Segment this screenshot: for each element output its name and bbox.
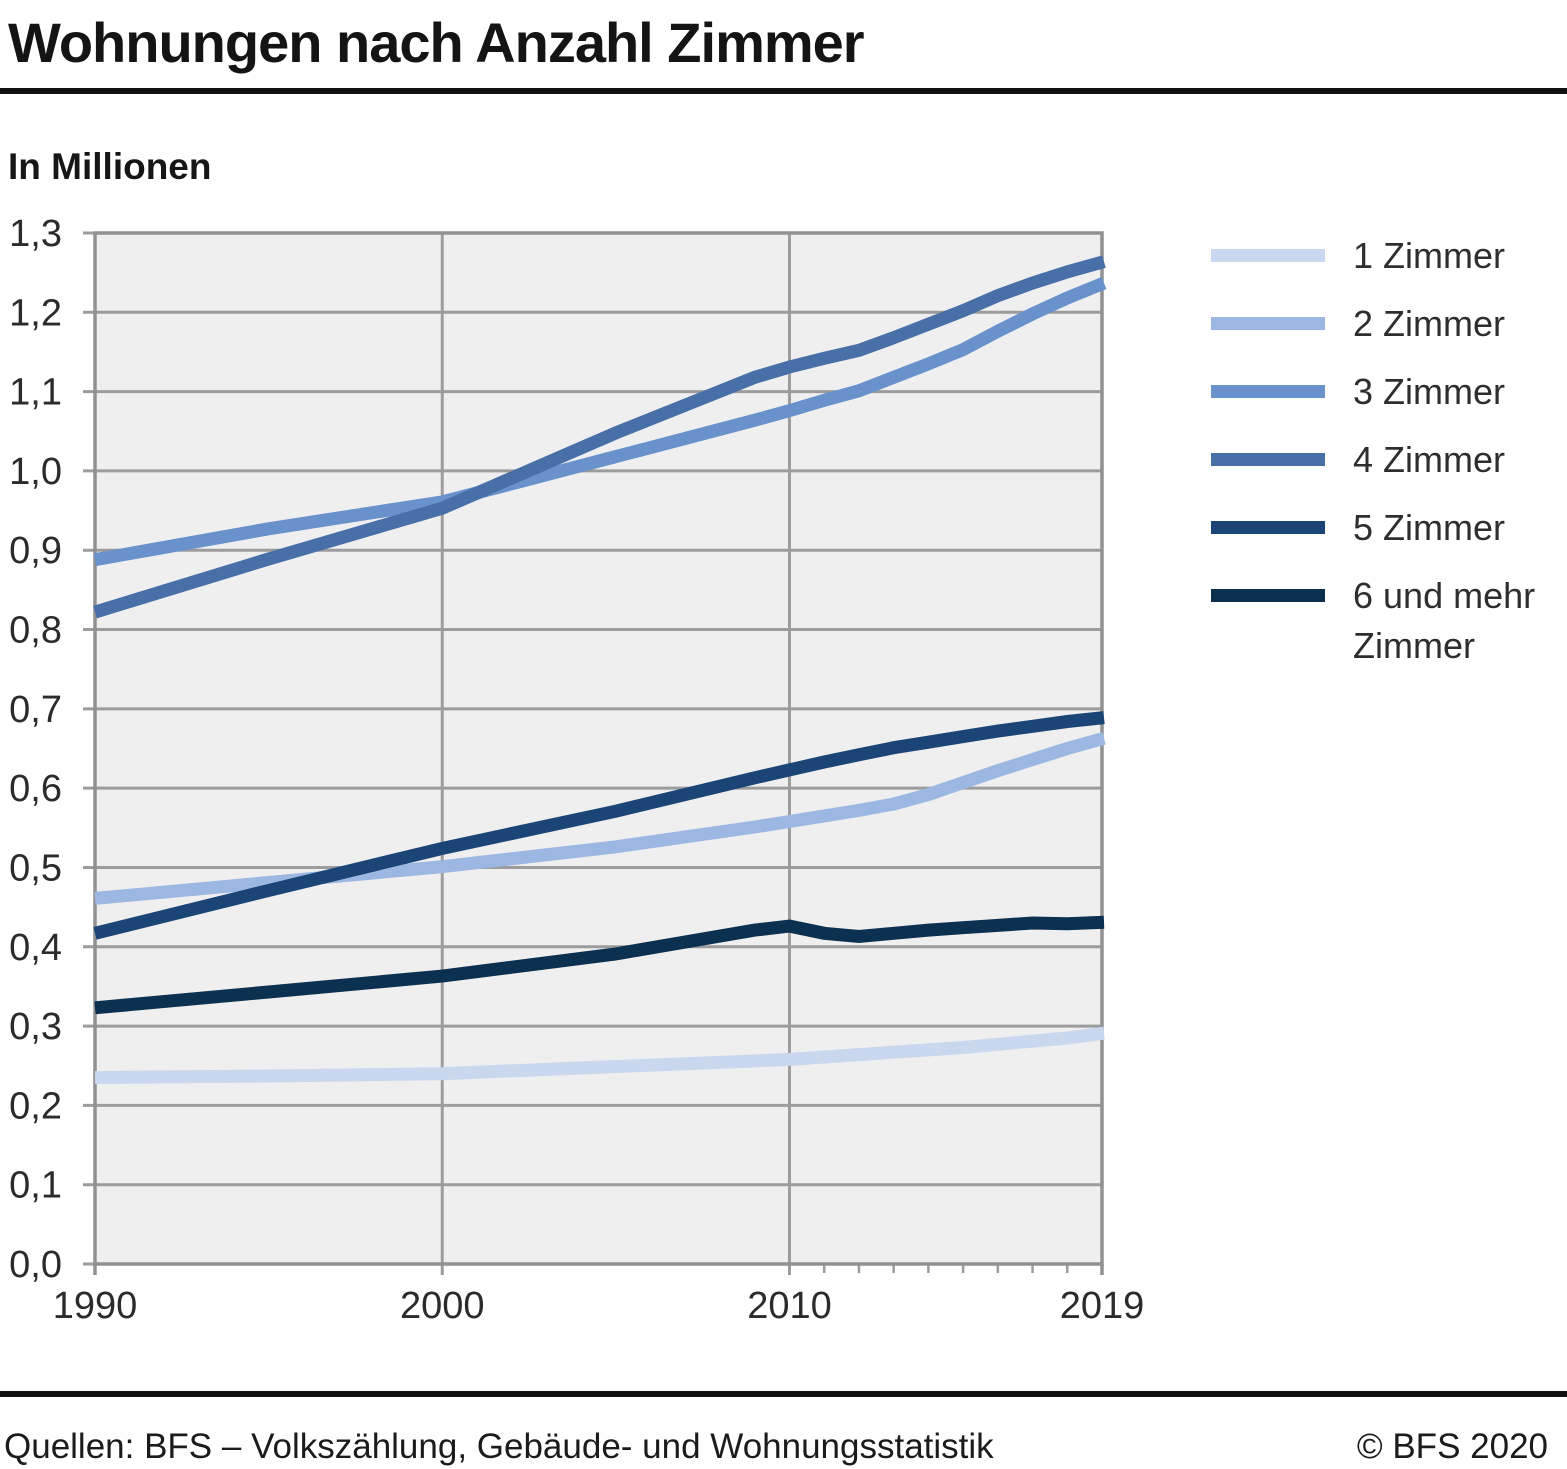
legend-label: 6 und mehr Zimmer <box>1353 575 1536 666</box>
copyright-note: © BFS 2020 <box>1356 1427 1548 1466</box>
legend-swatch-6-und-mehr-zimmer <box>1211 589 1325 602</box>
series-line-2-zimmer <box>94 731 1106 905</box>
legend-label: 4 Zimmer <box>1353 439 1505 480</box>
plot-border <box>93 231 1104 1266</box>
legend-label: 1 Zimmer <box>1353 235 1505 276</box>
y-tick-label: 0,5 <box>9 847 62 889</box>
series-line-4-zimmer <box>93 255 1106 619</box>
legend-item: 4 Zimmer <box>1211 435 1567 485</box>
title-divider <box>0 88 1567 94</box>
y-tick-label: 0,6 <box>9 768 62 810</box>
footer-divider <box>0 1391 1567 1397</box>
unit-label: In Millionen <box>8 146 212 187</box>
y-tick-label: 1,2 <box>9 292 62 334</box>
series-line-6-und-mehr-zimmer <box>94 915 1105 1015</box>
legend-label: 3 Zimmer <box>1353 371 1505 412</box>
series-line-5-zimmer <box>93 711 1105 940</box>
y-tick-label: 0,7 <box>9 689 62 731</box>
plot-area <box>95 233 1102 1264</box>
x-tick-label: 2010 <box>747 1285 832 1327</box>
chart-legend: 1 Zimmer 2 Zimmer 3 Zimmer 4 Zimmer 5 Zimmer… <box>1211 231 1567 671</box>
legend-swatch-1-zimmer <box>1211 249 1325 262</box>
legend-item: 2 Zimmer <box>1211 299 1567 349</box>
legend-item: 6 und mehr Zimmer <box>1211 571 1567 671</box>
legend-label: 2 Zimmer <box>1353 303 1505 344</box>
page-title: Wohnungen nach Anzahl Zimmer <box>8 11 865 74</box>
legend-item: 1 Zimmer <box>1211 231 1567 281</box>
legend-swatch-3-zimmer <box>1211 385 1325 398</box>
x-tick-label: 2019 <box>1060 1285 1145 1327</box>
y-tick-label: 0,1 <box>9 1165 62 1207</box>
y-tick-label: 1,0 <box>9 451 62 493</box>
y-tick-label: 1,3 <box>9 213 62 255</box>
y-tick-label: 0,2 <box>9 1085 62 1127</box>
footer: Quellen: BFS – Volkszählung, Gebäude- un… <box>0 1428 1567 1466</box>
y-tick-label: 0,8 <box>9 610 62 652</box>
legend-item: 3 Zimmer <box>1211 367 1567 417</box>
legend-item: 5 Zimmer <box>1211 503 1567 553</box>
y-tick-label: 0,3 <box>9 1006 62 1048</box>
y-tick-label: 0,0 <box>9 1244 62 1286</box>
source-note: Quellen: BFS – Volkszählung, Gebäude- un… <box>4 1427 994 1466</box>
x-tick-label: 1990 <box>53 1285 138 1327</box>
y-tick-label: 0,9 <box>9 530 62 572</box>
legend-swatch-2-zimmer <box>1211 317 1325 330</box>
series-line-1-zimmer <box>94 1026 1105 1085</box>
legend-label: 5 Zimmer <box>1353 507 1505 548</box>
legend-swatch-5-zimmer <box>1211 521 1325 534</box>
y-tick-label: 0,4 <box>9 927 62 969</box>
legend-swatch-4-zimmer <box>1211 453 1325 466</box>
y-tick-label: 1,1 <box>9 372 62 414</box>
x-tick-label: 2000 <box>400 1285 485 1327</box>
